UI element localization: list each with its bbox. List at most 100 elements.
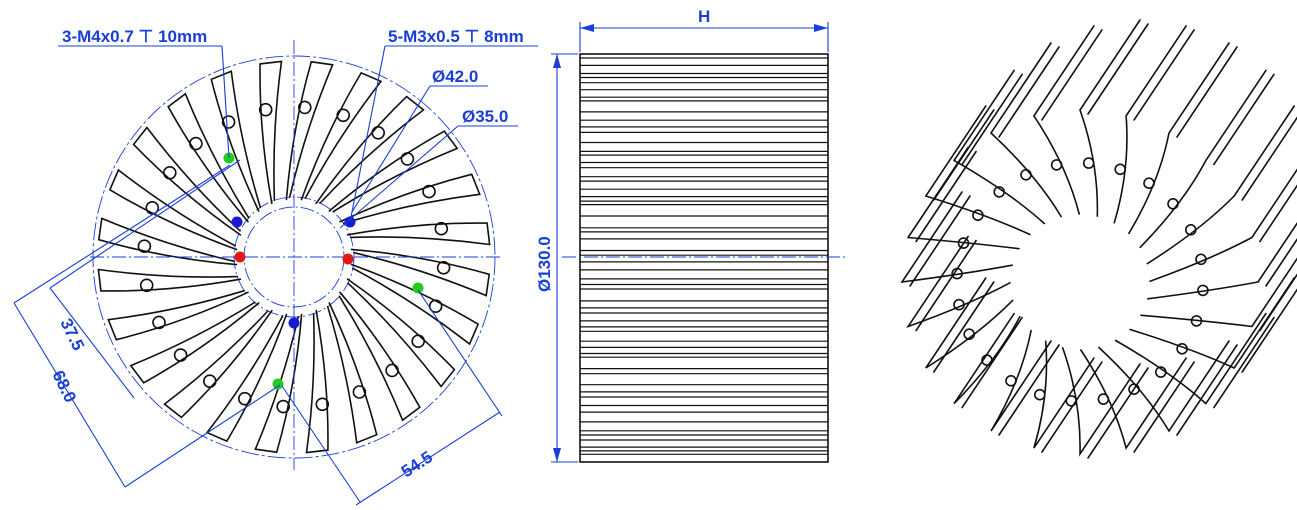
side-view-outline — [579, 53, 829, 463]
iso-fin — [1140, 257, 1297, 328]
dim-68-0-line — [13, 302, 126, 488]
iso-fin — [925, 277, 1014, 369]
iso-fin — [1098, 340, 1230, 433]
fin-group — [97, 60, 491, 454]
fin-lobe — [173, 348, 188, 362]
fin-lobe — [189, 136, 203, 151]
fin-lobe — [145, 201, 160, 215]
dim-ext-a — [49, 159, 241, 289]
iso-fin-edge — [932, 109, 995, 201]
fin-lobe — [238, 391, 252, 406]
iso-fin-edge — [1087, 23, 1149, 115]
m3-leader-line — [349, 45, 386, 223]
iso-fin-edge — [1041, 29, 1103, 121]
fin-profile — [163, 309, 273, 419]
diameter-label: Ø130.0 — [535, 236, 554, 292]
iso-fin-lobe — [951, 267, 963, 280]
iso-fin — [1114, 312, 1267, 405]
fin-lobe — [315, 397, 330, 412]
isometric-view — [900, 19, 1297, 459]
fin-profile — [205, 313, 288, 443]
iso-fin — [1139, 69, 1267, 249]
iso-fin-lobe — [1050, 159, 1063, 171]
iso-fin — [1129, 277, 1295, 370]
fin-profile — [167, 92, 250, 223]
iso-fin-lobe — [1176, 342, 1188, 355]
fin-profile — [254, 313, 303, 454]
iso-fin — [1128, 42, 1230, 235]
iso-fin-lobe — [993, 186, 1006, 198]
fin-lobe — [385, 363, 399, 378]
iso-fin-lobe — [981, 354, 993, 367]
diameter-42-leader — [351, 85, 431, 213]
fin-lobe — [400, 152, 415, 166]
iso-fin-edge — [1133, 29, 1195, 121]
fin-profile — [107, 289, 249, 341]
height-label: H — [698, 7, 710, 26]
fin-profile — [259, 60, 283, 205]
fin-profile — [350, 263, 480, 346]
iso-fin-edge — [932, 281, 995, 373]
fin-lobe — [297, 100, 312, 115]
fin-profile — [339, 173, 481, 225]
fin-profile — [326, 302, 378, 444]
fin-profile — [129, 301, 260, 384]
fin-profile — [328, 130, 459, 213]
dim-37-5-line — [49, 287, 135, 399]
fin-lobe — [258, 102, 273, 117]
iso-fin — [1079, 19, 1141, 217]
fin-profile — [97, 268, 242, 292]
iso-fin-edge — [1176, 344, 1238, 436]
iso-fin — [1146, 105, 1295, 265]
fin-lobe — [422, 184, 436, 199]
iso-fin-lobe — [972, 209, 984, 221]
iso-fin-lobe — [1167, 198, 1179, 210]
fin-profile — [132, 126, 242, 236]
fin-profile — [338, 291, 421, 422]
iso-fin-lobe — [1143, 177, 1155, 189]
fin-profile — [97, 217, 238, 266]
iso-fin-lobe — [1197, 284, 1209, 297]
diameter-42-callout: Ø42.0 — [432, 67, 478, 86]
height-arrow-right — [814, 24, 828, 32]
fin-lobe — [436, 260, 451, 275]
iso-fin-lobe — [1195, 253, 1207, 266]
dim-68-0-text: 68.0 — [48, 367, 80, 405]
iso-fin — [1061, 347, 1141, 457]
dim-ext-b — [13, 164, 231, 304]
dim-37-5-text: 37.5 — [56, 315, 88, 353]
iso-fin-lobe — [1155, 366, 1167, 378]
iso-fin-edge — [1241, 288, 1297, 373]
iso-fin-edge — [1213, 316, 1275, 409]
fin-lobe — [221, 115, 236, 129]
iso-fin — [1147, 222, 1297, 300]
iso-fin-lobe — [953, 298, 965, 311]
diameter-arrow-top — [553, 54, 561, 68]
iso-fin-edge — [1041, 361, 1103, 453]
diameter-35-leader — [339, 125, 459, 229]
fin-lobe — [203, 374, 217, 389]
iso-fin-edge — [1259, 184, 1297, 243]
iso-fin-edge — [998, 46, 1060, 138]
fin-profile — [285, 60, 334, 201]
iso-fin — [952, 69, 1046, 225]
iso-fin-lobe — [1005, 374, 1017, 387]
hole-marker — [342, 253, 354, 265]
fin-profile — [300, 71, 383, 201]
iso-fin-edge — [1176, 46, 1238, 138]
iso-fin-edge — [1265, 238, 1297, 287]
fin-profile — [315, 95, 425, 205]
fin-profile — [350, 248, 491, 297]
iso-fin — [900, 191, 1013, 284]
side-view: H Ø130.0 — [535, 7, 848, 463]
iso-fin-edge — [1087, 367, 1149, 459]
fin-lobe — [276, 399, 291, 414]
iso-fin-lobe — [1082, 157, 1095, 169]
iso-fin — [1080, 349, 1187, 451]
fin-profile — [305, 309, 329, 454]
iso-fin-edge — [1213, 73, 1275, 166]
iso-fin — [1149, 168, 1297, 282]
side-fin-lines — [580, 57, 828, 455]
iso-fin-lobe — [957, 237, 970, 249]
